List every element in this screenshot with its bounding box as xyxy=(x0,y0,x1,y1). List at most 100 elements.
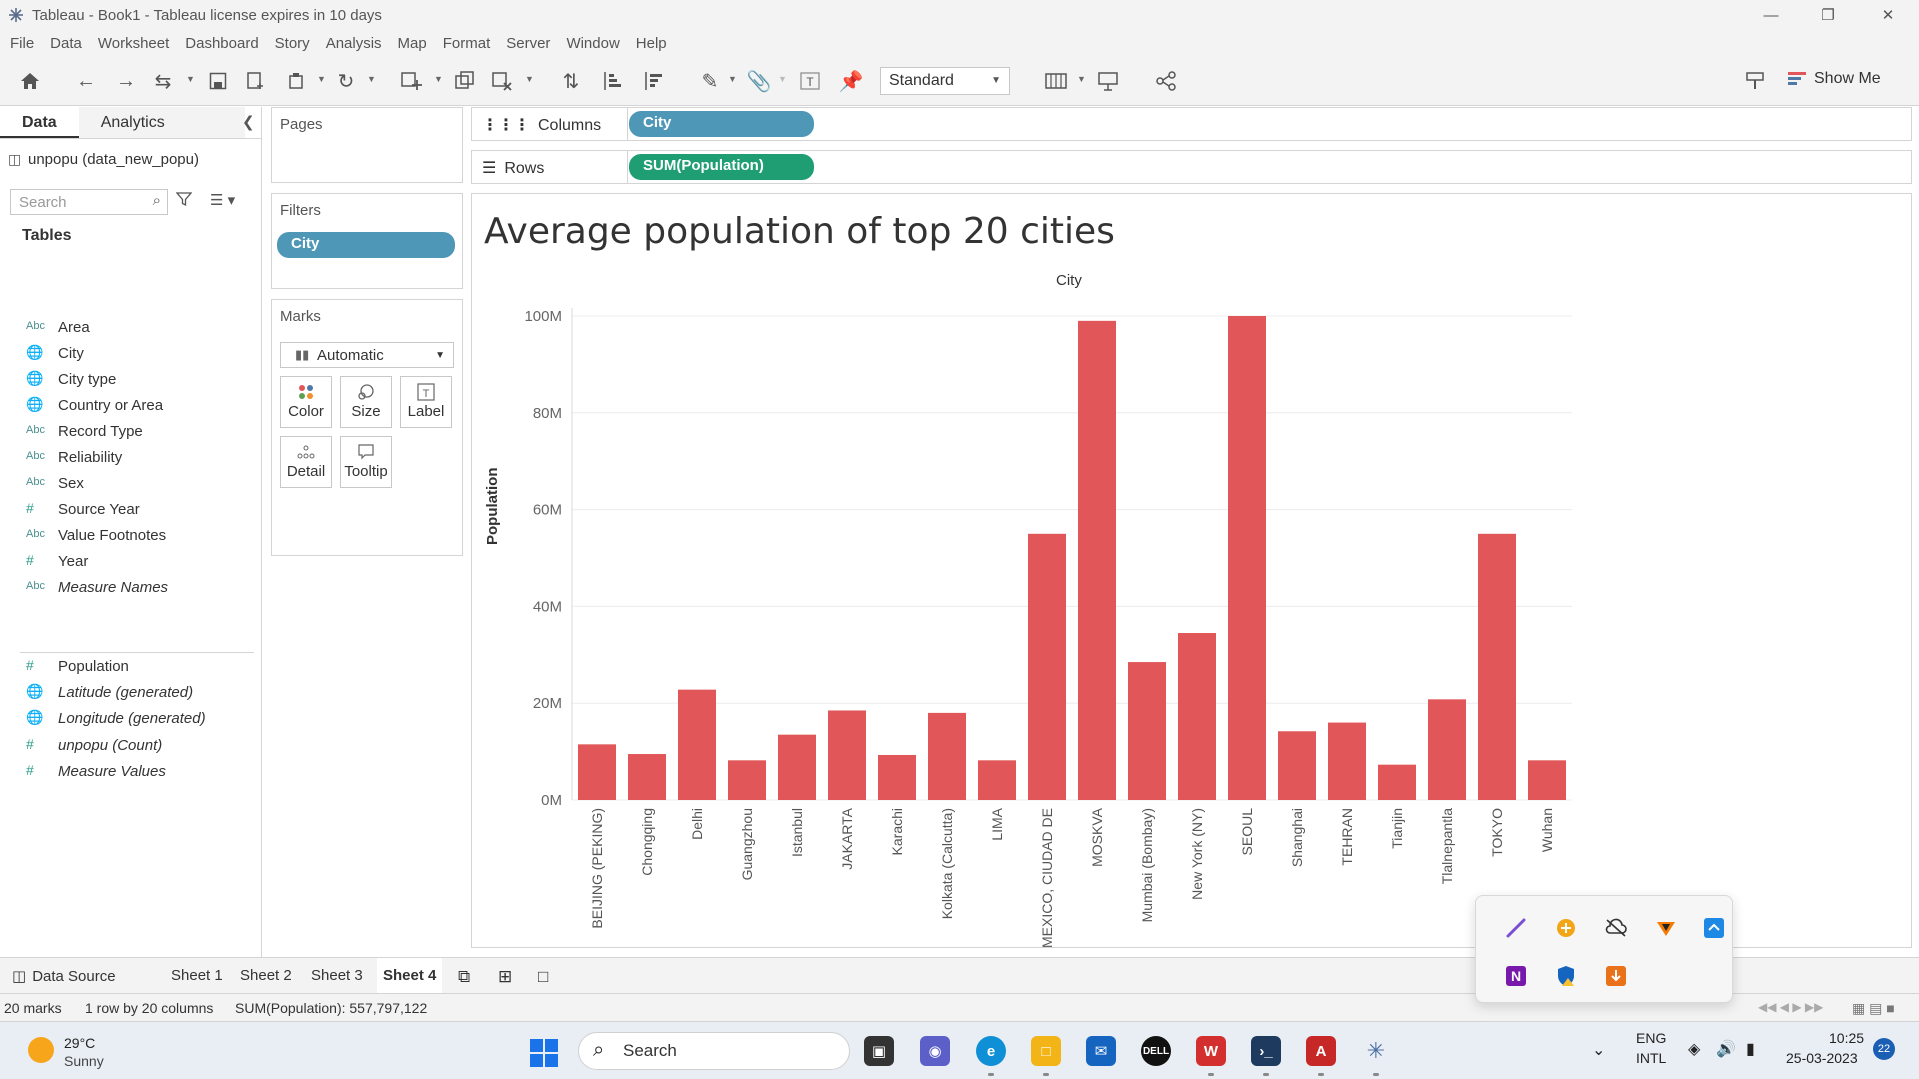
app-update-icon[interactable] xyxy=(1604,964,1628,988)
bar[interactable] xyxy=(1228,316,1266,800)
pages-card[interactable]: Pages xyxy=(271,107,463,183)
color-button[interactable]: Color xyxy=(280,376,332,428)
field-measure-values[interactable]: # Measure Values xyxy=(0,761,255,783)
field-longitude[interactable]: 🌐 Longitude (generated) xyxy=(0,708,255,730)
tray-overflow-chevron-icon[interactable]: ⌄ xyxy=(1592,1042,1606,1059)
bar[interactable] xyxy=(1528,760,1566,800)
swap-icon[interactable]: ⇅ xyxy=(562,70,580,93)
bar[interactable] xyxy=(878,754,916,800)
field-area[interactable]: Abc Area xyxy=(0,317,255,339)
field-search-input[interactable]: Search ⌕ xyxy=(10,189,168,215)
chevron-down-icon[interactable]: ▼ xyxy=(367,74,376,84)
bar[interactable] xyxy=(828,710,866,800)
columns-pill-city[interactable]: City xyxy=(629,111,814,137)
antivirus-icon[interactable] xyxy=(1654,916,1678,940)
refresh-icon[interactable]: ↻ xyxy=(337,70,355,93)
view-toggle-icon[interactable]: ▦ ▤ ■ xyxy=(1852,1000,1895,1016)
data-source-item[interactable]: ◫ unpopu (data_new_popu) xyxy=(0,139,261,177)
bar[interactable] xyxy=(728,760,766,800)
tab-analytics[interactable]: Analytics xyxy=(78,107,245,138)
bar[interactable] xyxy=(978,760,1016,800)
view-options-icon[interactable]: ☰ ▾ xyxy=(210,192,236,209)
close-button[interactable]: ✕ xyxy=(1881,7,1895,24)
new-data-source-icon[interactable] xyxy=(243,68,269,94)
taskbar-search[interactable]: ⌕ Search xyxy=(578,1032,850,1070)
restore-button[interactable]: ❐ xyxy=(1821,7,1835,24)
task-view-icon[interactable]: ▣ xyxy=(864,1036,894,1066)
mail-icon[interactable]: ✉ xyxy=(1086,1036,1116,1066)
presentation-mode-icon[interactable] xyxy=(1095,68,1121,94)
bar[interactable] xyxy=(928,712,966,800)
menu-analysis[interactable]: Analysis xyxy=(325,34,382,52)
bar[interactable] xyxy=(1178,633,1216,800)
field-city[interactable]: 🌐 City xyxy=(0,343,255,365)
bar[interactable] xyxy=(628,754,666,800)
menu-story[interactable]: Story xyxy=(274,34,310,52)
bar[interactable] xyxy=(1278,731,1316,800)
acrobat-icon[interactable]: A xyxy=(1306,1036,1336,1066)
chevron-down-icon[interactable]: ▼ xyxy=(317,74,326,84)
minimize-button[interactable]: — xyxy=(1763,6,1779,24)
menu-file[interactable]: File xyxy=(10,34,35,52)
clear-sheet-icon[interactable] xyxy=(489,68,515,94)
undo-icon[interactable]: ← xyxy=(76,69,96,92)
dell-icon[interactable]: DELL xyxy=(1141,1036,1171,1066)
bar[interactable] xyxy=(1028,533,1066,800)
notification-badge[interactable]: 22 xyxy=(1873,1038,1895,1060)
filter-pill-city[interactable]: City xyxy=(277,232,455,258)
field-source-year[interactable]: # Source Year xyxy=(0,499,255,521)
data-source-tab[interactable]: ◫ Data Source xyxy=(12,967,116,985)
menu-window[interactable]: Window xyxy=(566,34,620,52)
chevron-down-icon[interactable]: ▼ xyxy=(1077,74,1086,84)
chevron-down-icon[interactable]: ▼ xyxy=(778,74,787,84)
field-country-or-area[interactable]: 🌐 Country or Area xyxy=(0,395,255,417)
menu-server[interactable]: Server xyxy=(506,34,551,52)
clock-date[interactable]: 25-03-2023 xyxy=(1786,1050,1858,1066)
language-primary[interactable]: ENG xyxy=(1636,1030,1667,1046)
security-warning-icon[interactable] xyxy=(1554,964,1578,988)
show-me-button[interactable]: Show Me xyxy=(1788,70,1881,88)
new-story-tab-icon[interactable]: □ xyxy=(538,967,549,986)
format-paint-icon[interactable] xyxy=(1742,68,1768,94)
share-icon[interactable] xyxy=(1153,68,1179,94)
size-button[interactable]: Size xyxy=(340,376,392,428)
detail-button[interactable]: Detail xyxy=(280,436,332,488)
field-reliability[interactable]: Abc Reliability xyxy=(0,447,255,469)
highlight-icon[interactable]: ✎ xyxy=(701,70,719,93)
replay-icon[interactable]: ⇆ xyxy=(154,70,172,93)
tab-sheet-2[interactable]: Sheet 2 xyxy=(240,967,292,984)
field-value-footnotes[interactable]: Abc Value Footnotes xyxy=(0,525,255,547)
remote-desktop-icon[interactable] xyxy=(1702,916,1726,940)
chevron-down-icon[interactable]: ▼ xyxy=(186,74,195,84)
wifi-icon[interactable]: ◈ xyxy=(1688,1041,1701,1058)
menu-format[interactable]: Format xyxy=(442,34,491,52)
update-icon[interactable] xyxy=(1554,916,1578,940)
menu-map[interactable]: Map xyxy=(397,34,427,52)
filter-icon[interactable] xyxy=(175,191,193,212)
menu-help[interactable]: Help xyxy=(635,34,667,52)
bar[interactable] xyxy=(1378,764,1416,800)
pin-icon[interactable]: 📌 xyxy=(838,70,864,93)
pen-icon[interactable] xyxy=(1504,916,1528,940)
tab-sheet-1[interactable]: Sheet 1 xyxy=(171,967,223,984)
edge-browser-icon[interactable]: e xyxy=(976,1036,1006,1066)
chevron-down-icon[interactable]: ▼ xyxy=(434,74,443,84)
bar[interactable] xyxy=(578,744,616,800)
new-worksheet-icon[interactable] xyxy=(398,68,424,94)
menu-dashboard[interactable]: Dashboard xyxy=(185,34,259,52)
collapse-pane-icon[interactable]: ❮ xyxy=(242,114,255,131)
bar[interactable] xyxy=(1478,533,1516,800)
bar[interactable] xyxy=(1428,699,1466,800)
group-members-icon[interactable]: 📎 xyxy=(746,70,772,93)
menu-data[interactable]: Data xyxy=(50,34,82,52)
save-icon[interactable] xyxy=(205,68,231,94)
tableau-taskbar-icon[interactable]: ✳ xyxy=(1361,1036,1391,1066)
tab-sheet-3[interactable]: Sheet 3 xyxy=(311,967,363,984)
chevron-down-icon[interactable]: ▼ xyxy=(525,74,534,84)
field-year[interactable]: # Year xyxy=(0,551,255,573)
language-secondary[interactable]: INTL xyxy=(1636,1050,1667,1066)
tooltip-button[interactable]: Tooltip xyxy=(340,436,392,488)
pause-updates-icon[interactable] xyxy=(284,68,310,94)
sort-ascending-icon[interactable] xyxy=(599,68,625,94)
show-mark-labels-icon[interactable]: T xyxy=(797,68,823,94)
